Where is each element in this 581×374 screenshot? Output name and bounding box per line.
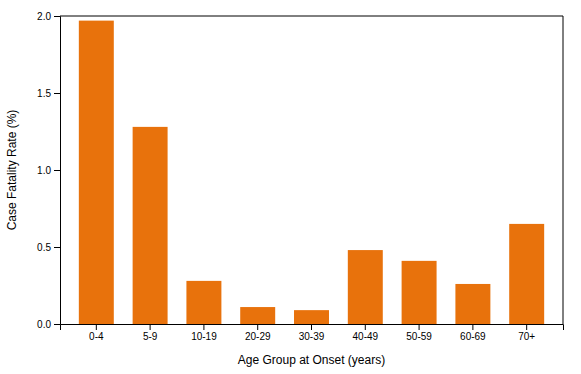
x-tick: 60-69 (460, 324, 486, 342)
tick-mark (203, 324, 204, 330)
tick-mark (150, 324, 151, 330)
y-tick: 1.5 (37, 88, 60, 99)
bars (79, 21, 544, 324)
x-tick: 0-4 (89, 324, 104, 342)
tick-mark (419, 324, 420, 330)
y-axis: 0.0 0.5 1.0 1.5 2.0 (37, 11, 60, 330)
tick-mark (54, 16, 60, 17)
tick-mark (472, 324, 473, 330)
y-tick-label: 0.0 (37, 319, 51, 330)
y-tick-label: 1.0 (37, 165, 51, 176)
x-tick-label: 5-9 (143, 331, 158, 342)
y-tick: 0.5 (37, 242, 60, 253)
bar (133, 127, 168, 324)
plot: 0-45-910-1920-2930-3940-4950-5960-6970+0… (37, 11, 563, 342)
axis-line (61, 325, 564, 331)
x-tick-label: 30-39 (299, 331, 325, 342)
x-tick: 50-59 (406, 324, 432, 342)
x-tick-label: 50-59 (406, 331, 432, 342)
axis-line (54, 17, 61, 325)
y-tick: 2.0 (37, 11, 60, 22)
x-tick-label: 70+ (518, 331, 535, 342)
y-tick-label: 1.5 (37, 88, 51, 99)
y-tick: 1.0 (37, 165, 60, 176)
tick-mark (54, 93, 60, 94)
y-tick-label: 0.5 (37, 242, 51, 253)
tick-mark (311, 324, 312, 330)
bar (294, 310, 329, 324)
x-tick: 5-9 (143, 324, 158, 342)
x-tick-label: 60-69 (460, 331, 486, 342)
x-axis: 0-4 5-9 10-19 20-29 30-39 40-49 50-59 60-69 70+ (61, 324, 564, 342)
x-tick: 30-39 (299, 324, 325, 342)
x-tick-label: 0-4 (89, 331, 104, 342)
tick-mark (54, 170, 60, 171)
tick-mark (96, 324, 97, 330)
x-tick-label: 40-49 (353, 331, 379, 342)
y-axis-title: Case Fatality Rate (%) (5, 110, 19, 231)
tick-mark (526, 324, 527, 330)
y-tick: 0.0 (37, 319, 60, 330)
x-tick-label: 10-19 (191, 331, 217, 342)
x-tick-label: 20-29 (245, 331, 271, 342)
bar (402, 261, 437, 324)
x-tick: 40-49 (353, 324, 379, 342)
tick-mark (54, 324, 60, 325)
tick-mark (365, 324, 366, 330)
tick-mark (257, 324, 258, 330)
tick-mark (54, 247, 60, 248)
bar (348, 250, 383, 324)
bar (509, 224, 544, 324)
chart: 0-45-910-1920-2930-3940-4950-5960-6970+0… (0, 0, 581, 374)
bar (240, 307, 275, 324)
y-tick-label: 2.0 (37, 11, 51, 22)
x-tick: 10-19 (191, 324, 217, 342)
x-axis-title: Age Group at Onset (years) (238, 353, 385, 367)
x-tick: 70+ (518, 324, 535, 342)
bar (455, 284, 490, 324)
x-tick: 20-29 (245, 324, 271, 342)
bar (186, 281, 221, 324)
frame (563, 16, 564, 324)
frame (60, 16, 563, 17)
bar (79, 21, 114, 324)
